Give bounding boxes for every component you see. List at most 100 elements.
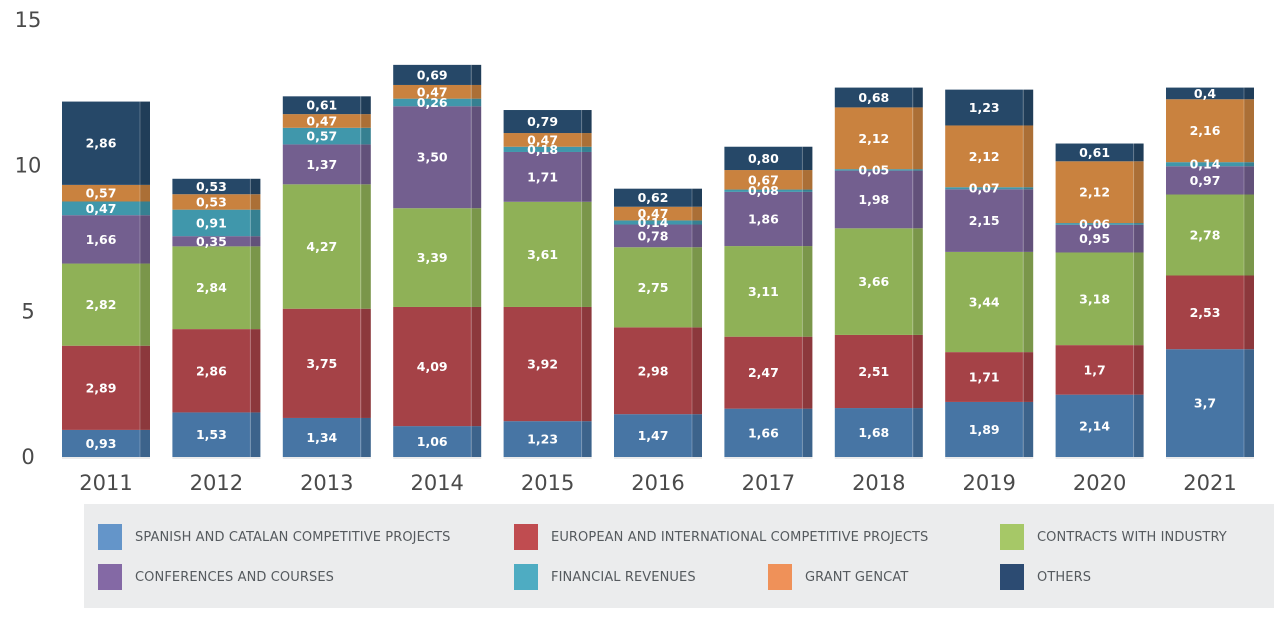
bar-segment-side — [802, 191, 813, 247]
bar-segment-side — [140, 101, 150, 185]
bar-segment-side — [250, 246, 261, 330]
data-label: 2,84 — [196, 280, 227, 295]
data-label: 0,47 — [527, 132, 558, 147]
bar-segment-side — [140, 429, 150, 457]
bar-segment-side — [360, 184, 371, 309]
bar-segment — [614, 206, 692, 221]
bar-segment-side — [581, 151, 592, 202]
bar-segment-side — [471, 84, 482, 99]
bar-segment-side — [692, 224, 702, 248]
bar-segment — [1166, 87, 1244, 100]
bar-segment-side — [360, 114, 371, 128]
data-label: 2,78 — [1190, 228, 1221, 243]
bar-segment-side — [692, 327, 702, 415]
data-label: 2,15 — [969, 213, 1000, 228]
bar-segment-side — [250, 178, 261, 195]
data-label: 2,12 — [1079, 185, 1110, 200]
data-label: 1,66 — [748, 425, 779, 440]
bar-segment — [503, 421, 582, 457]
bar-segment-side — [140, 201, 150, 216]
bar-segment-side — [912, 408, 923, 457]
x-tick-label: 2015 — [521, 471, 574, 495]
bar-segment-side — [802, 170, 813, 190]
bar-segment — [834, 170, 913, 229]
legend-swatch — [514, 564, 538, 590]
bar-segment-side — [140, 184, 150, 202]
bar-segment-side — [250, 194, 261, 210]
bar-segment-side — [1023, 401, 1034, 457]
bar-stack-2018: 1,68 2,51 3,66 1,98 0,05 2,12 0,68 — [834, 87, 923, 459]
bar-shadow — [503, 457, 592, 459]
data-label: 0,80 — [748, 151, 779, 166]
bar-shadow — [614, 457, 702, 459]
bar-segment-side — [1244, 99, 1254, 163]
bar-segment — [1166, 162, 1244, 167]
bar-segment — [1055, 252, 1134, 346]
data-label: 2,47 — [748, 365, 779, 380]
bar-segment — [614, 327, 692, 415]
data-label: 0,93 — [86, 436, 117, 451]
data-label: 2,12 — [969, 149, 1000, 164]
bar-segment — [172, 236, 251, 247]
bar-segment — [614, 414, 692, 457]
bar-segment — [724, 408, 803, 457]
data-label: 0,35 — [196, 234, 227, 249]
data-label: 0,61 — [1079, 145, 1110, 160]
bar-segment-side — [1244, 166, 1254, 195]
bar-segment-side — [581, 201, 592, 307]
bar-segment-side — [1133, 252, 1144, 346]
bar-segment-side — [802, 146, 813, 171]
legend-swatch — [768, 564, 792, 590]
bar-segment — [945, 352, 1024, 402]
bar-segment — [945, 89, 1024, 126]
data-label: 0,47 — [306, 113, 337, 128]
bar-shadow — [172, 457, 261, 459]
bar-segment-side — [912, 169, 923, 171]
bar-segment — [724, 336, 803, 409]
bar-segment — [724, 146, 803, 171]
bar-stack-2017: 1,66 2,47 3,11 1,86 0,080,67 0,80 — [724, 146, 813, 459]
bar-segment — [724, 189, 803, 192]
bar-segment — [1055, 161, 1134, 224]
bar-segment-side — [912, 170, 923, 229]
bar-segment — [172, 246, 251, 330]
data-label: 4,09 — [417, 359, 448, 374]
legend-swatch — [98, 564, 122, 590]
data-label: 1,34 — [306, 430, 337, 445]
bar-segment — [724, 191, 803, 247]
bar-segment — [282, 114, 361, 128]
bar-segment — [62, 101, 140, 185]
bar-segment-side — [581, 110, 592, 134]
data-label: 1,06 — [417, 434, 448, 449]
bar-segment-side — [1023, 89, 1034, 126]
bar-segment-side — [471, 64, 482, 85]
bar-segment — [1055, 394, 1134, 457]
data-label: 0,78 — [638, 228, 669, 243]
data-label: 0,06 — [1079, 216, 1110, 231]
bar-segment-side — [802, 246, 813, 337]
bar-segment-side — [360, 417, 371, 457]
legend-label: GRANT GENCAT — [805, 569, 909, 585]
bar-segment-side — [1133, 161, 1144, 224]
data-label: 1,86 — [748, 211, 779, 226]
bar-stack-2013: 1,34 3,75 4,27 1,37 0,570,470,61 — [282, 96, 371, 459]
bar-segment-side — [581, 133, 592, 147]
x-tick-label: 2013 — [300, 471, 353, 495]
bar-segment-side — [471, 98, 482, 107]
data-label: 3,92 — [527, 357, 558, 372]
data-label: 0,47 — [638, 206, 669, 221]
x-tick-label: 2012 — [190, 471, 243, 495]
data-label: 0,05 — [858, 162, 889, 177]
bar-shadow — [1055, 457, 1144, 459]
legend-label: FINANCIAL REVENUES — [551, 569, 696, 585]
bar-stack-2015: 1,23 3,92 3,61 1,71 0,180,47 0,79 — [503, 110, 592, 459]
bar-segment — [1166, 275, 1244, 350]
bar-segment — [503, 201, 582, 307]
bar-segment — [62, 263, 140, 346]
data-label: 0,4 — [1194, 86, 1216, 101]
bar-segment — [834, 107, 913, 170]
bar-shadow — [62, 457, 150, 459]
bar-segment — [393, 64, 472, 85]
bar-segment — [614, 224, 692, 248]
bar-segment — [1055, 223, 1134, 225]
